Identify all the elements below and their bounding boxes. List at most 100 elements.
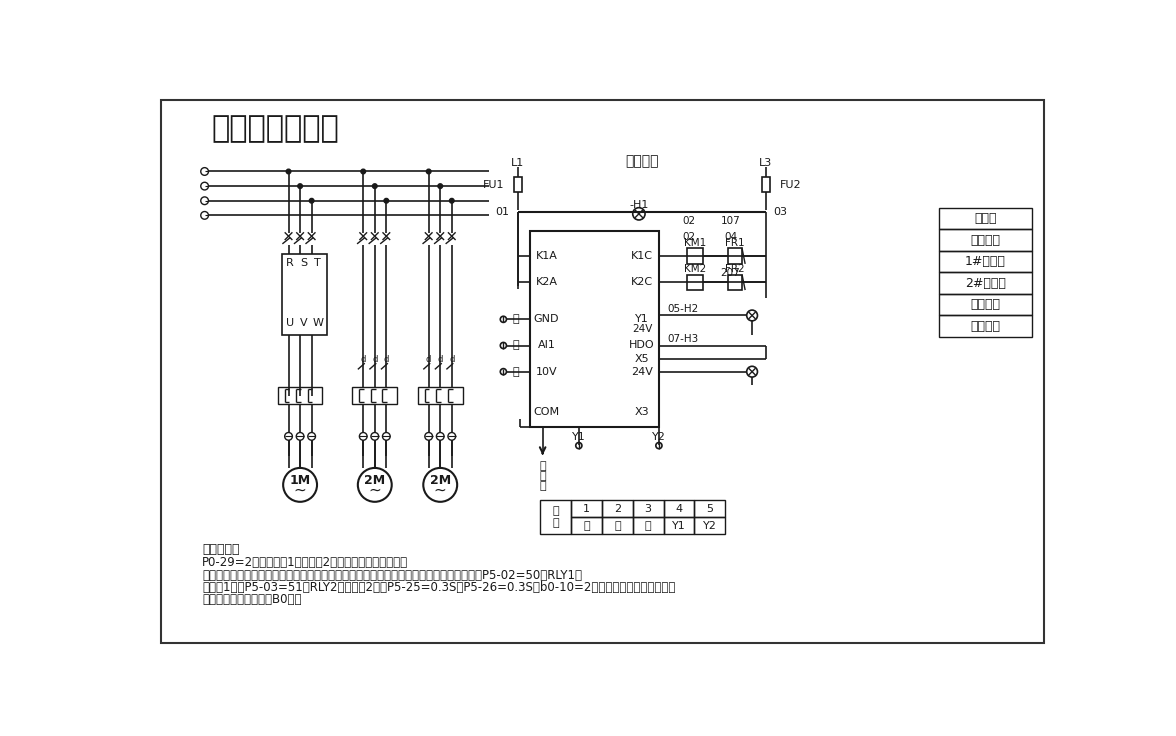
Text: 4: 4 <box>675 503 682 514</box>
Text: S: S <box>300 258 307 268</box>
Text: 故障指示: 故障指示 <box>970 319 1001 333</box>
Circle shape <box>361 169 366 174</box>
Text: 红: 红 <box>513 314 519 325</box>
Text: 05-H2: 05-H2 <box>667 303 699 314</box>
Text: 端: 端 <box>540 470 546 481</box>
Text: d: d <box>449 355 454 364</box>
Circle shape <box>437 184 442 188</box>
Text: d: d <box>383 355 389 364</box>
Text: 子: 子 <box>540 481 546 491</box>
Bar <box>688 275 703 290</box>
Text: ~: ~ <box>434 483 447 498</box>
Text: U: U <box>286 318 294 328</box>
Text: 24V: 24V <box>632 367 653 377</box>
Text: Y1: Y1 <box>635 314 649 325</box>
Text: Y1: Y1 <box>572 432 586 442</box>
Text: FR2: FR2 <box>726 264 744 275</box>
Text: 107: 107 <box>721 216 741 226</box>
Text: 黄: 黄 <box>513 341 519 350</box>
Bar <box>728 249 742 264</box>
Circle shape <box>449 199 454 203</box>
Text: L3: L3 <box>760 158 773 168</box>
Text: R: R <box>286 258 294 268</box>
Bar <box>762 177 770 192</box>
Text: 黄: 黄 <box>583 520 590 531</box>
Bar <box>353 387 397 404</box>
Text: 绿: 绿 <box>513 367 519 377</box>
Bar <box>540 500 572 534</box>
Bar <box>572 517 602 534</box>
Text: 2M: 2M <box>365 474 386 486</box>
Text: X5: X5 <box>635 353 649 364</box>
Text: 24V: 24V <box>632 324 653 333</box>
Bar <box>940 229 1031 251</box>
Text: W: W <box>313 318 323 328</box>
Text: 端
子: 端 子 <box>553 506 559 528</box>
Text: d: d <box>361 355 366 364</box>
Text: 1M: 1M <box>289 474 310 486</box>
Text: 07-H3: 07-H3 <box>667 333 699 344</box>
Text: 1#辅助泵: 1#辅助泵 <box>965 255 1005 268</box>
Text: KM2: KM2 <box>684 264 707 275</box>
Text: FR1: FR1 <box>726 238 744 248</box>
Bar <box>633 517 663 534</box>
Bar <box>602 500 633 517</box>
Text: GND: GND <box>534 314 560 325</box>
Text: K1C: K1C <box>632 251 653 261</box>
Text: d: d <box>437 355 443 364</box>
Text: d: d <box>426 355 432 364</box>
Text: Y2: Y2 <box>652 432 666 442</box>
Bar <box>940 272 1031 294</box>
Circle shape <box>298 184 302 188</box>
Bar <box>694 517 726 534</box>
Text: 03: 03 <box>773 207 787 216</box>
Bar <box>572 500 602 517</box>
Text: T: T <box>314 258 321 268</box>
Text: AI1: AI1 <box>537 341 555 350</box>
Text: K2C: K2C <box>630 277 653 287</box>
Text: 熔断器: 熔断器 <box>974 212 996 225</box>
Text: KM1: KM1 <box>684 238 707 248</box>
Text: COM: COM <box>534 407 560 417</box>
Bar <box>940 208 1031 229</box>
Circle shape <box>309 199 314 203</box>
Text: 2: 2 <box>614 503 621 514</box>
Text: X3: X3 <box>635 407 649 417</box>
Bar <box>663 500 694 517</box>
Text: 1: 1 <box>583 503 590 514</box>
Text: FU1: FU1 <box>482 180 505 190</box>
Text: L1: L1 <box>512 158 524 168</box>
Text: FU2: FU2 <box>780 180 801 190</box>
Bar <box>940 316 1031 337</box>
Text: 绿: 绿 <box>614 520 621 531</box>
Text: 控制回路: 控制回路 <box>626 155 659 169</box>
Text: 5: 5 <box>707 503 713 514</box>
Circle shape <box>286 169 290 174</box>
Bar <box>602 517 633 534</box>
Text: 至: 至 <box>540 461 546 470</box>
Text: Y2: Y2 <box>703 520 716 531</box>
Bar <box>278 387 322 404</box>
Text: 配置说明：: 配置说明： <box>202 542 240 556</box>
Bar <box>633 500 663 517</box>
Text: 01: 01 <box>495 207 509 216</box>
Text: 02: 02 <box>682 232 695 242</box>
Circle shape <box>373 184 377 188</box>
Bar <box>940 251 1031 272</box>
Text: 2M: 2M <box>429 474 450 486</box>
Text: 一变两工接线图: 一变两工接线图 <box>212 114 340 143</box>
Text: 04: 04 <box>724 232 737 242</box>
Circle shape <box>427 169 430 174</box>
Text: K1A: K1A <box>535 251 557 261</box>
Text: 参数请看恒压供水参数B0组。: 参数请看恒压供水参数B0组。 <box>202 593 302 606</box>
Bar <box>728 275 742 290</box>
Text: V: V <box>300 318 308 328</box>
Bar <box>940 294 1031 316</box>
Text: -H1: -H1 <box>629 199 649 210</box>
Text: 207: 207 <box>721 268 741 278</box>
Text: P0-29=2，即可实现1变频泵拖2工频泵的恒压供水模式；: P0-29=2，即可实现1变频泵拖2工频泵的恒压供水模式； <box>202 556 408 570</box>
Text: 3: 3 <box>644 503 652 514</box>
Text: 2#辅助泵: 2#辅助泵 <box>965 277 1005 290</box>
Text: 02: 02 <box>682 216 695 226</box>
Bar <box>663 517 694 534</box>
